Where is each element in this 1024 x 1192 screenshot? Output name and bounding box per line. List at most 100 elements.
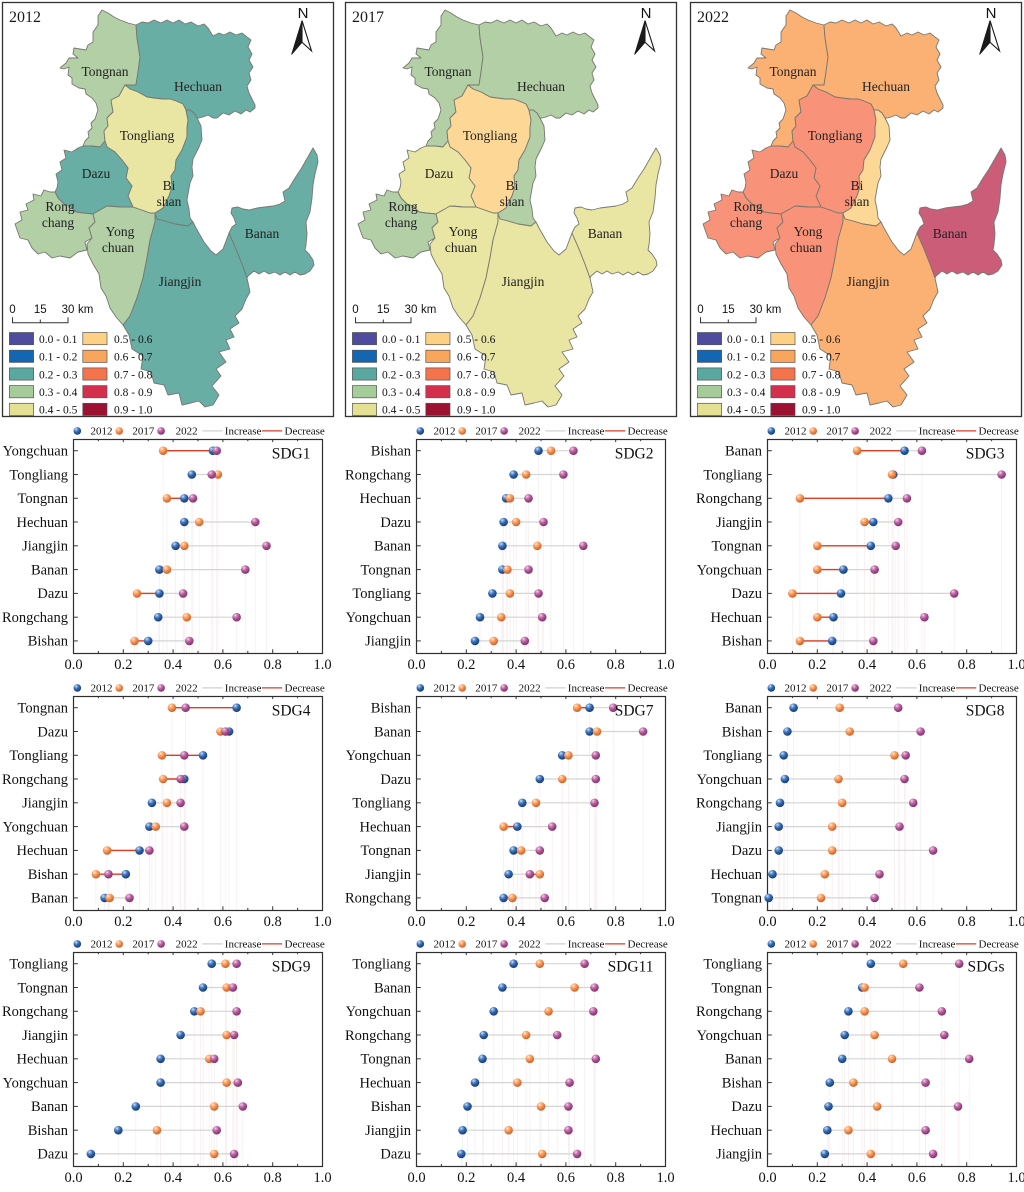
svg-text:Yongchuan: Yongchuan (697, 1028, 763, 1044)
svg-text:chuan: chuan (445, 240, 477, 255)
svg-text:2012: 2012 (9, 9, 41, 26)
svg-text:0.6: 0.6 (557, 657, 575, 673)
svg-text:Bishan: Bishan (722, 634, 763, 650)
svg-text:2022: 2022 (176, 683, 198, 695)
svg-text:Jiangjin: Jiangjin (365, 867, 412, 883)
svg-text:0.4 - 0.5: 0.4 - 0.5 (39, 405, 78, 417)
svg-text:0.0: 0.0 (64, 657, 82, 673)
svg-text:Tongnan: Tongnan (360, 1052, 411, 1068)
svg-text:2022: 2022 (870, 683, 892, 695)
svg-text:0.8: 0.8 (958, 1170, 976, 1186)
svg-text:0: 0 (697, 304, 703, 316)
svg-text:SDGs: SDGs (967, 959, 1004, 976)
svg-text:Yongchuan: Yongchuan (697, 772, 763, 788)
svg-text:2012: 2012 (91, 683, 113, 695)
svg-text:shan: shan (157, 194, 182, 209)
svg-text:Decrease: Decrease (628, 426, 668, 438)
svg-text:2012: 2012 (91, 939, 113, 951)
svg-text:0.8: 0.8 (958, 657, 976, 673)
svg-text:2017: 2017 (352, 9, 384, 26)
svg-text:shan: shan (500, 194, 525, 209)
svg-text:0.1 - 0.2: 0.1 - 0.2 (39, 352, 78, 364)
svg-text:Hechuan: Hechuan (359, 819, 411, 835)
svg-text:2012: 2012 (434, 683, 456, 695)
svg-text:0.2: 0.2 (457, 914, 475, 930)
svg-text:Hechuan: Hechuan (710, 1123, 762, 1139)
svg-text:Decrease: Decrease (979, 939, 1019, 951)
svg-text:Banan: Banan (725, 1052, 763, 1068)
svg-text:Bi: Bi (163, 178, 176, 193)
svg-text:0.4: 0.4 (507, 657, 526, 673)
svg-text:Rongchang: Rongchang (696, 796, 762, 812)
svg-text:Tongnan: Tongnan (17, 701, 68, 717)
svg-text:0: 0 (9, 304, 15, 316)
svg-text:0.8: 0.8 (607, 657, 625, 673)
svg-text:Hechuan: Hechuan (862, 79, 910, 94)
svg-text:km: km (421, 304, 436, 316)
svg-text:0.6 - 0.7: 0.6 - 0.7 (114, 352, 153, 364)
svg-text:2017: 2017 (475, 683, 498, 695)
svg-text:chang: chang (730, 215, 762, 230)
svg-text:Yongchuan: Yongchuan (3, 819, 69, 835)
svg-text:Tongnan: Tongnan (769, 64, 816, 79)
svg-text:Bishan: Bishan (28, 634, 69, 650)
svg-text:Dazu: Dazu (770, 166, 799, 181)
svg-text:Yong: Yong (449, 224, 478, 239)
svg-text:0.2 - 0.3: 0.2 - 0.3 (39, 369, 78, 381)
svg-text:N: N (298, 5, 309, 22)
svg-text:Dazu: Dazu (731, 843, 762, 859)
svg-text:Bishan: Bishan (722, 724, 763, 740)
svg-text:SDG3: SDG3 (966, 446, 1005, 463)
svg-text:km: km (766, 304, 781, 316)
svg-text:Tongnan: Tongnan (360, 562, 411, 578)
svg-text:2017: 2017 (132, 426, 155, 438)
svg-text:Dazu: Dazu (380, 515, 411, 531)
svg-text:Decrease: Decrease (285, 426, 325, 438)
svg-text:Tongliang: Tongliang (9, 957, 68, 973)
svg-text:N: N (986, 5, 997, 22)
svg-text:15: 15 (722, 304, 735, 316)
svg-text:Dazu: Dazu (380, 772, 411, 788)
svg-text:Jiangjin: Jiangjin (502, 274, 545, 289)
svg-text:Tongnan: Tongnan (711, 891, 762, 907)
svg-text:0: 0 (352, 304, 358, 316)
svg-text:Rong: Rong (388, 199, 418, 214)
svg-text:Banan: Banan (374, 539, 412, 555)
svg-text:Decrease: Decrease (979, 683, 1019, 695)
svg-text:Jiangjin: Jiangjin (716, 1147, 763, 1163)
svg-text:Tongliang: Tongliang (352, 586, 411, 602)
svg-text:Hechuan: Hechuan (16, 843, 68, 859)
svg-text:Tongliang: Tongliang (9, 748, 68, 764)
svg-text:Yong: Yong (106, 224, 135, 239)
svg-text:Dazu: Dazu (37, 586, 68, 602)
svg-text:1.0: 1.0 (1007, 1170, 1024, 1186)
svg-text:Jiangjin: Jiangjin (22, 1028, 69, 1044)
svg-text:SDG4: SDG4 (272, 703, 311, 720)
svg-text:Tongnan: Tongnan (17, 491, 68, 507)
svg-text:0.8 - 0.9: 0.8 - 0.9 (802, 387, 841, 399)
svg-text:0.9 - 1.0: 0.9 - 1.0 (114, 405, 153, 417)
svg-text:0.1 - 0.2: 0.1 - 0.2 (382, 352, 421, 364)
svg-text:0.5 - 0.6: 0.5 - 0.6 (802, 334, 841, 346)
svg-text:Dazu: Dazu (731, 1099, 762, 1115)
svg-text:Decrease: Decrease (285, 939, 325, 951)
svg-text:2012: 2012 (91, 426, 113, 438)
svg-text:Increase: Increase (568, 683, 605, 695)
svg-text:Hechuan: Hechuan (359, 491, 411, 507)
svg-text:Increase: Increase (568, 426, 605, 438)
svg-text:2012: 2012 (785, 683, 807, 695)
svg-text:0.4 - 0.5: 0.4 - 0.5 (727, 405, 766, 417)
svg-text:0.3 - 0.4: 0.3 - 0.4 (382, 387, 421, 399)
svg-text:2017: 2017 (826, 683, 849, 695)
svg-text:Bishan: Bishan (371, 444, 412, 460)
svg-text:Banan: Banan (933, 226, 968, 241)
svg-text:30: 30 (405, 304, 418, 316)
svg-text:1.0: 1.0 (313, 657, 331, 673)
svg-text:Bishan: Bishan (722, 1075, 763, 1091)
svg-text:0.4: 0.4 (164, 657, 183, 673)
svg-text:2022: 2022 (519, 939, 541, 951)
svg-text:Dazu: Dazu (380, 1147, 411, 1163)
svg-text:0.8: 0.8 (264, 1170, 282, 1186)
svg-text:2012: 2012 (434, 939, 456, 951)
svg-text:2017: 2017 (826, 939, 849, 951)
